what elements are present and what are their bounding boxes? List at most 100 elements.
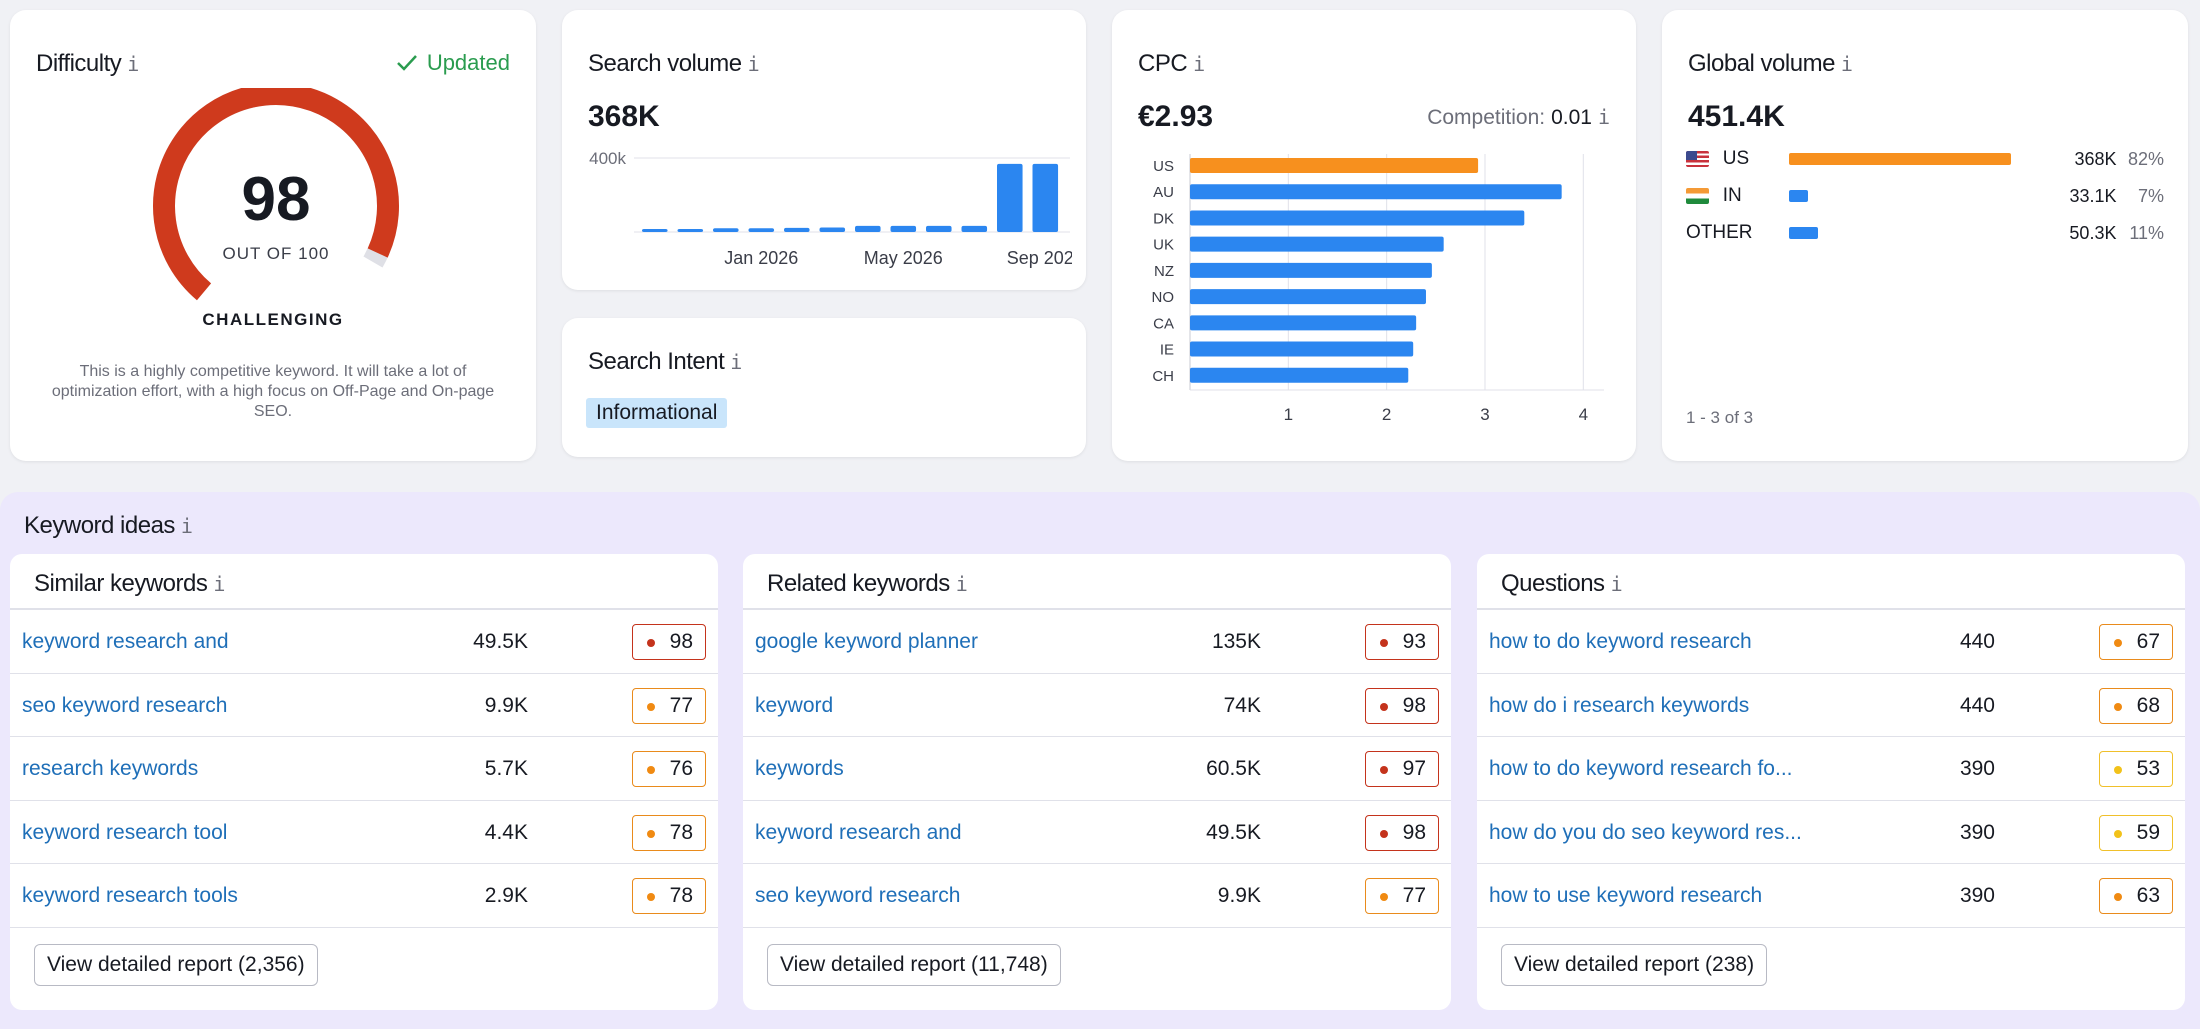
cpc-bar[interactable] bbox=[1190, 315, 1417, 331]
cpc-bar[interactable] bbox=[1190, 341, 1414, 357]
kd-dot-icon bbox=[1380, 702, 1388, 711]
volume-bar[interactable] bbox=[677, 229, 704, 232]
difficulty-title-text: Difficulty bbox=[36, 50, 122, 77]
kd-value: 67 bbox=[2136, 630, 2160, 653]
info-icon[interactable]: i bbox=[1597, 105, 1610, 129]
keyword-link[interactable]: keyword bbox=[755, 693, 834, 717]
kd-value: 98 bbox=[669, 630, 693, 653]
volume-bar[interactable] bbox=[713, 228, 739, 232]
keyword-link[interactable]: seo keyword research bbox=[22, 693, 228, 717]
info-icon[interactable]: i bbox=[180, 514, 193, 538]
kd-dot-icon bbox=[647, 829, 655, 838]
keyword-link[interactable]: keyword research and bbox=[22, 630, 229, 653]
search-intent-title-text: Search Intent bbox=[588, 348, 725, 375]
kd-dot-icon bbox=[1380, 639, 1388, 647]
info-icon[interactable]: i bbox=[730, 350, 742, 374]
volume-bar[interactable] bbox=[855, 225, 881, 232]
volume-bar[interactable] bbox=[890, 225, 917, 232]
keyword-volume: 390 bbox=[1959, 884, 1995, 907]
keyword-row: google keyword planner 135K 93 bbox=[743, 610, 1451, 674]
cpc-card: CPC i €2.93 Competition: 0.01 i 1 2 3 4 US AU DK U… bbox=[1112, 10, 1636, 461]
country-volume-row[interactable]: IN 33.1K 7% bbox=[1686, 181, 2164, 211]
volume-bar[interactable] bbox=[961, 225, 988, 232]
cpc-bar[interactable] bbox=[1190, 262, 1432, 278]
view-detailed-report-button[interactable]: View detailed report (2,356) bbox=[34, 944, 318, 986]
volume-bar[interactable] bbox=[748, 228, 775, 232]
info-icon[interactable]: i bbox=[1193, 52, 1205, 76]
x-tick-label: 2 bbox=[1382, 405, 1391, 424]
search-intent-card: Search Intent i Informational bbox=[562, 318, 1086, 457]
competition-value: 0.01 bbox=[1551, 106, 1592, 129]
country-name: US bbox=[1722, 148, 1750, 169]
keyword-volume: 74K bbox=[1223, 693, 1261, 717]
country-percent: 11% bbox=[2129, 222, 2165, 243]
cpc-bar[interactable] bbox=[1190, 184, 1562, 200]
volume-bar[interactable] bbox=[1032, 163, 1059, 232]
kd-dot-icon bbox=[2114, 639, 2122, 647]
info-icon[interactable]: i bbox=[747, 52, 760, 76]
country-volume-row[interactable]: US 368K 82% bbox=[1686, 144, 2164, 174]
difficulty-out-of: OUT OF 100 bbox=[222, 244, 330, 263]
cpc-bar[interactable] bbox=[1190, 367, 1409, 383]
info-icon[interactable]: i bbox=[955, 572, 968, 596]
cpc-bar[interactable] bbox=[1190, 289, 1426, 305]
info-icon[interactable]: i bbox=[213, 572, 225, 596]
country-volume-row[interactable]: OTHER 50.3K 11% bbox=[1686, 218, 2164, 248]
cpc-bar[interactable] bbox=[1190, 158, 1479, 173]
volume-bar[interactable] bbox=[642, 229, 668, 232]
keyword-link[interactable]: keywords bbox=[755, 757, 844, 780]
keyword-link[interactable]: google keyword planner bbox=[755, 630, 978, 653]
difficulty-score: 98 bbox=[241, 165, 311, 234]
keyword-link[interactable]: research keywords bbox=[22, 757, 199, 780]
kd-dot-icon bbox=[647, 766, 655, 774]
kd-value: 77 bbox=[669, 693, 693, 717]
keyword-row: keyword research and 49.5K 98 bbox=[10, 610, 718, 674]
kd-badge: 77 bbox=[632, 687, 706, 724]
keyword-volume: 4.4K bbox=[484, 820, 528, 844]
kd-dot-icon bbox=[647, 702, 655, 711]
keyword-link[interactable]: how to use keyword research bbox=[1489, 884, 1763, 907]
kd-dot-icon bbox=[1380, 893, 1388, 901]
kd-badge: 53 bbox=[2099, 751, 2173, 787]
keyword-link[interactable]: keyword research and bbox=[755, 820, 962, 844]
kd-value: 53 bbox=[2136, 757, 2160, 780]
cpc-bar[interactable] bbox=[1190, 210, 1525, 226]
keyword-row: how to use keyword research 390 63 bbox=[1477, 864, 2185, 928]
keyword-link[interactable]: how to do keyword research bbox=[1489, 630, 1752, 653]
card-title: Questions i bbox=[1501, 570, 1623, 598]
card-title-text: Similar keywords bbox=[34, 570, 208, 597]
difficulty-title: Difficulty i bbox=[36, 50, 139, 78]
keyword-link[interactable]: keyword research tools bbox=[22, 884, 238, 907]
volume-bar[interactable] bbox=[997, 163, 1023, 232]
kd-badge: 63 bbox=[2099, 878, 2173, 914]
view-detailed-report-button[interactable]: View detailed report (11,748) bbox=[767, 944, 1061, 986]
keyword-link[interactable]: how do i research keywords bbox=[1489, 693, 1750, 717]
card-header: Related keywords i bbox=[743, 554, 1451, 610]
search-volume-title-text: Search volume bbox=[588, 50, 742, 77]
info-icon[interactable]: i bbox=[1840, 52, 1853, 76]
kd-badge: 93 bbox=[1365, 624, 1439, 660]
cpc-bar[interactable] bbox=[1190, 236, 1444, 252]
view-detailed-report-button[interactable]: View detailed report (238) bbox=[1501, 944, 1768, 986]
keyword-link[interactable]: keyword research tool bbox=[22, 820, 228, 844]
keyword-link[interactable]: how do you do seo keyword res... bbox=[1489, 820, 1802, 844]
search-intent-title: Search Intent i bbox=[588, 348, 742, 376]
country-tick-label: AU bbox=[1153, 184, 1174, 201]
card-title-text: Questions bbox=[1501, 570, 1605, 597]
keyword-volume: 390 bbox=[1959, 820, 1995, 844]
kd-value: 76 bbox=[669, 757, 693, 780]
volume-share-bar-track bbox=[1789, 153, 2036, 165]
card-title: Related keywords i bbox=[767, 570, 968, 598]
kd-dot-icon bbox=[647, 639, 655, 647]
keyword-link[interactable]: how to do keyword research fo... bbox=[1489, 757, 1793, 780]
kd-dot-icon bbox=[1380, 829, 1388, 838]
keyword-link[interactable]: seo keyword research bbox=[755, 884, 961, 907]
volume-bar[interactable] bbox=[926, 225, 952, 232]
volume-bar[interactable] bbox=[784, 227, 810, 232]
info-icon[interactable]: i bbox=[1610, 572, 1623, 596]
info-icon[interactable]: i bbox=[127, 52, 139, 76]
difficulty-gauge: 98 OUT OF 100 bbox=[146, 83, 406, 318]
us-flag-icon bbox=[1686, 151, 1709, 167]
volume-bar[interactable] bbox=[819, 227, 846, 232]
card-title: Similar keywords i bbox=[34, 570, 225, 598]
